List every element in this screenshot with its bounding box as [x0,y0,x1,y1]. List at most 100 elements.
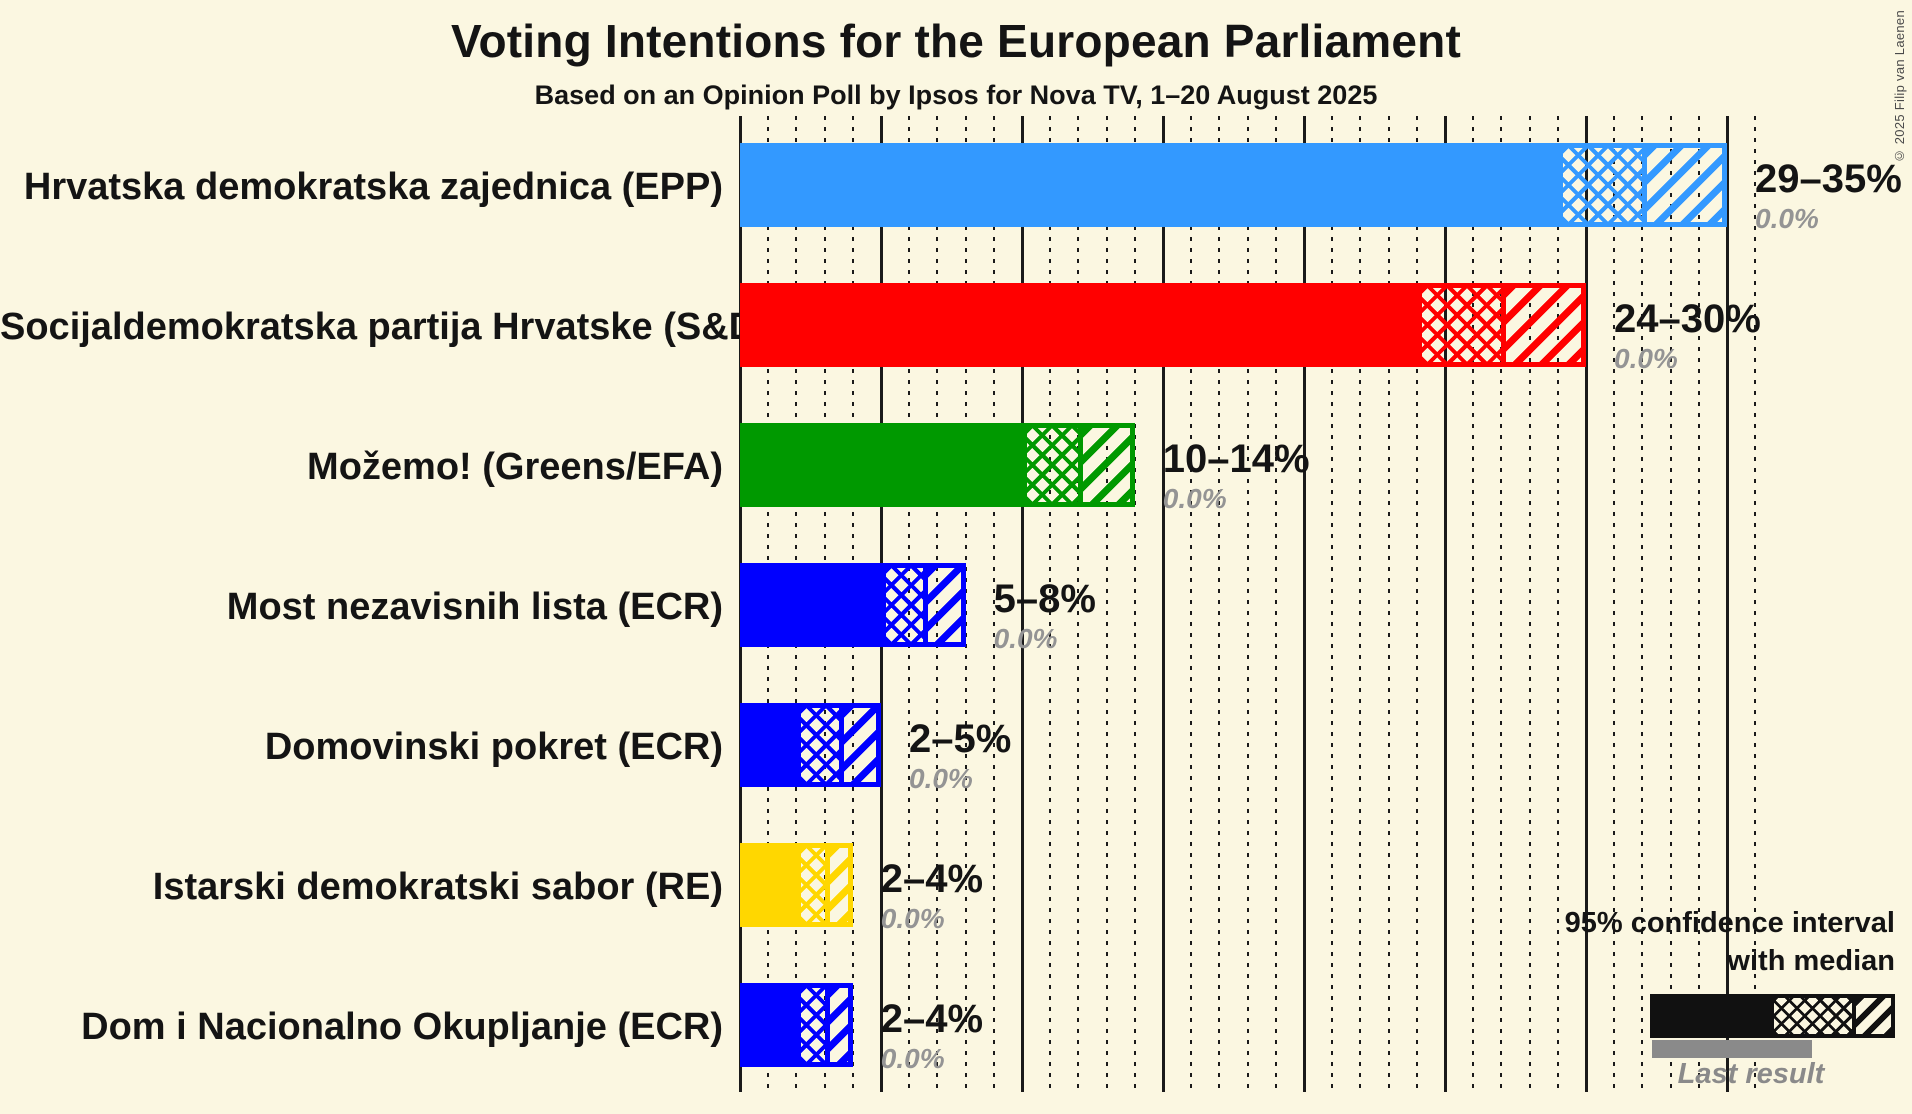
page-subtitle: Based on an Opinion Poll by Ipsos for No… [534,80,1378,110]
bar-value: 2–4% 0.0% [881,996,983,1075]
bar-solid-segment [740,563,881,647]
gridline-major [1443,116,1447,1092]
ci-diagonal-median-to-high [838,708,876,782]
party-label: Hrvatska demokratska zajednica (EPP) [23,166,723,208]
ci-crosshatch-low-to-median [1027,428,1079,502]
gridline-minor [1613,116,1616,1092]
gridline-minor [1133,116,1136,1092]
legend-title: 95% confidence interval with median [1565,904,1895,980]
gridline-minor [1641,116,1644,1092]
legend-sample-bar [1650,994,1895,1038]
last-result-label: 0.0% [880,903,945,934]
ci-crosshatch-low-to-median [801,988,825,1062]
legend-last-result-label: Last result [1677,1058,1825,1090]
bar-value: 2–4% 0.0% [881,856,983,935]
party-label: Dom i Nacionalno Okupljanje (ECR) [81,1006,723,1048]
gridline-minor [1246,116,1249,1092]
legend-sample-crosshatch [1774,998,1852,1034]
gridline-minor [1274,116,1277,1092]
bar-solid-segment [740,843,797,927]
gridline-major [1020,116,1024,1092]
bar-value: 5–8% 0.0% [994,576,1096,655]
gridline-minor [1049,116,1052,1092]
legend-sample-diagonal [1852,998,1891,1034]
last-result-label: 0.0% [880,1043,945,1074]
bar-value: 24–30% 0.0% [1614,296,1761,375]
ci-diagonal-median-to-high [1642,148,1722,222]
last-result-label: 0.0% [1614,343,1678,374]
bar-confidence-interval [796,843,853,927]
page-title: Voting Intentions for the European Parli… [451,15,1461,67]
ci-diagonal-median-to-high [824,988,848,1062]
ci-diagonal-median-to-high [923,568,961,642]
range-label: 2–4% [880,997,984,1041]
party-label: Most nezavisnih lista (ECR) [226,586,723,628]
gridline-minor [1556,116,1559,1092]
bar-confidence-interval [1022,423,1135,507]
bar-solid-segment [740,703,797,787]
bar-value: 29–35% 0.0% [1755,156,1902,235]
gridline-minor [1105,116,1108,1092]
legend-last-result-bar [1652,1040,1812,1058]
ci-crosshatch-low-to-median [1562,148,1643,222]
range-label: 29–35% [1755,157,1902,201]
bar-row: Domovinski pokret (ECR) 2–5% 0.0% [0,703,1912,794]
gridline-minor [1697,116,1700,1092]
gridline-minor [1331,116,1334,1092]
legend-title-line2: with median [1727,945,1895,977]
gridline-minor [1218,116,1221,1092]
bar-solid-segment [740,423,1022,507]
gridline-minor [1754,116,1757,1092]
range-label: 5–8% [993,577,1096,621]
bar-row: Istarski demokratski sabor (RE) 2–4% 0.0% [0,843,1912,934]
gridline-minor [1077,116,1080,1092]
bar-value: 2–5% 0.0% [909,716,1011,795]
ci-diagonal-median-to-high [1078,428,1130,502]
party-label: Možemo! (Greens/EFA) [307,446,723,488]
bar-confidence-interval [1557,143,1727,227]
gridline-minor [992,116,995,1092]
gridline-minor [1190,116,1193,1092]
bar-row: Dom i Nacionalno Okupljanje (ECR) 2–4% 0.0… [0,983,1912,1074]
bar-confidence-interval [796,703,881,787]
bar-solid-segment [740,283,1417,367]
last-result-label: 0.0% [1755,203,1819,234]
range-label: 2–4% [880,857,984,901]
gridline-minor [964,116,967,1092]
bar-solid-segment [740,143,1558,227]
party-label: Istarski demokratski sabor (RE) [152,866,723,908]
last-result-label: 0.0% [993,623,1058,654]
party-label: Socijaldemokratska partija Hrvatske (S&D… [0,306,769,348]
range-label: 24–30% [1614,297,1761,341]
legend-sample-confidence-interval [1770,994,1895,1038]
ci-diagonal-median-to-high [824,848,848,922]
party-label: Domovinski pokret (ECR) [264,726,723,768]
gridline-minor [1500,116,1503,1092]
gridline-major [1584,116,1588,1092]
gridline-major [1725,116,1729,1092]
bar-confidence-interval [1416,283,1586,367]
gridline-minor [1669,116,1672,1092]
gridline-major [1161,116,1165,1092]
ci-crosshatch-low-to-median [801,708,839,782]
bar-row: Hrvatska demokratska zajednica (EPP) 29–3… [0,143,1912,234]
gridline-minor [1387,116,1390,1092]
range-label: 2–5% [909,717,1012,761]
ci-crosshatch-low-to-median [1421,288,1502,362]
bar-confidence-interval [796,983,853,1067]
gridline-minor [1528,116,1531,1092]
gridline-major [1302,116,1306,1092]
legend-sample-solid-segment [1650,994,1770,1038]
ci-diagonal-median-to-high [1501,288,1581,362]
ci-crosshatch-low-to-median [886,568,924,642]
gridline-minor [1415,116,1418,1092]
copyright-notice: © 2025 Filip van Laenen [1892,10,1907,164]
bar-row: Možemo! (Greens/EFA) 10–14% 0.0% [0,423,1912,514]
gridline-minor [1472,116,1475,1092]
last-result-label: 0.0% [909,763,973,794]
gridline-minor [1359,116,1362,1092]
legend-title-line1: 95% confidence interval [1564,907,1895,939]
bar-solid-segment [740,983,797,1067]
range-label: 10–14% [1162,437,1310,481]
